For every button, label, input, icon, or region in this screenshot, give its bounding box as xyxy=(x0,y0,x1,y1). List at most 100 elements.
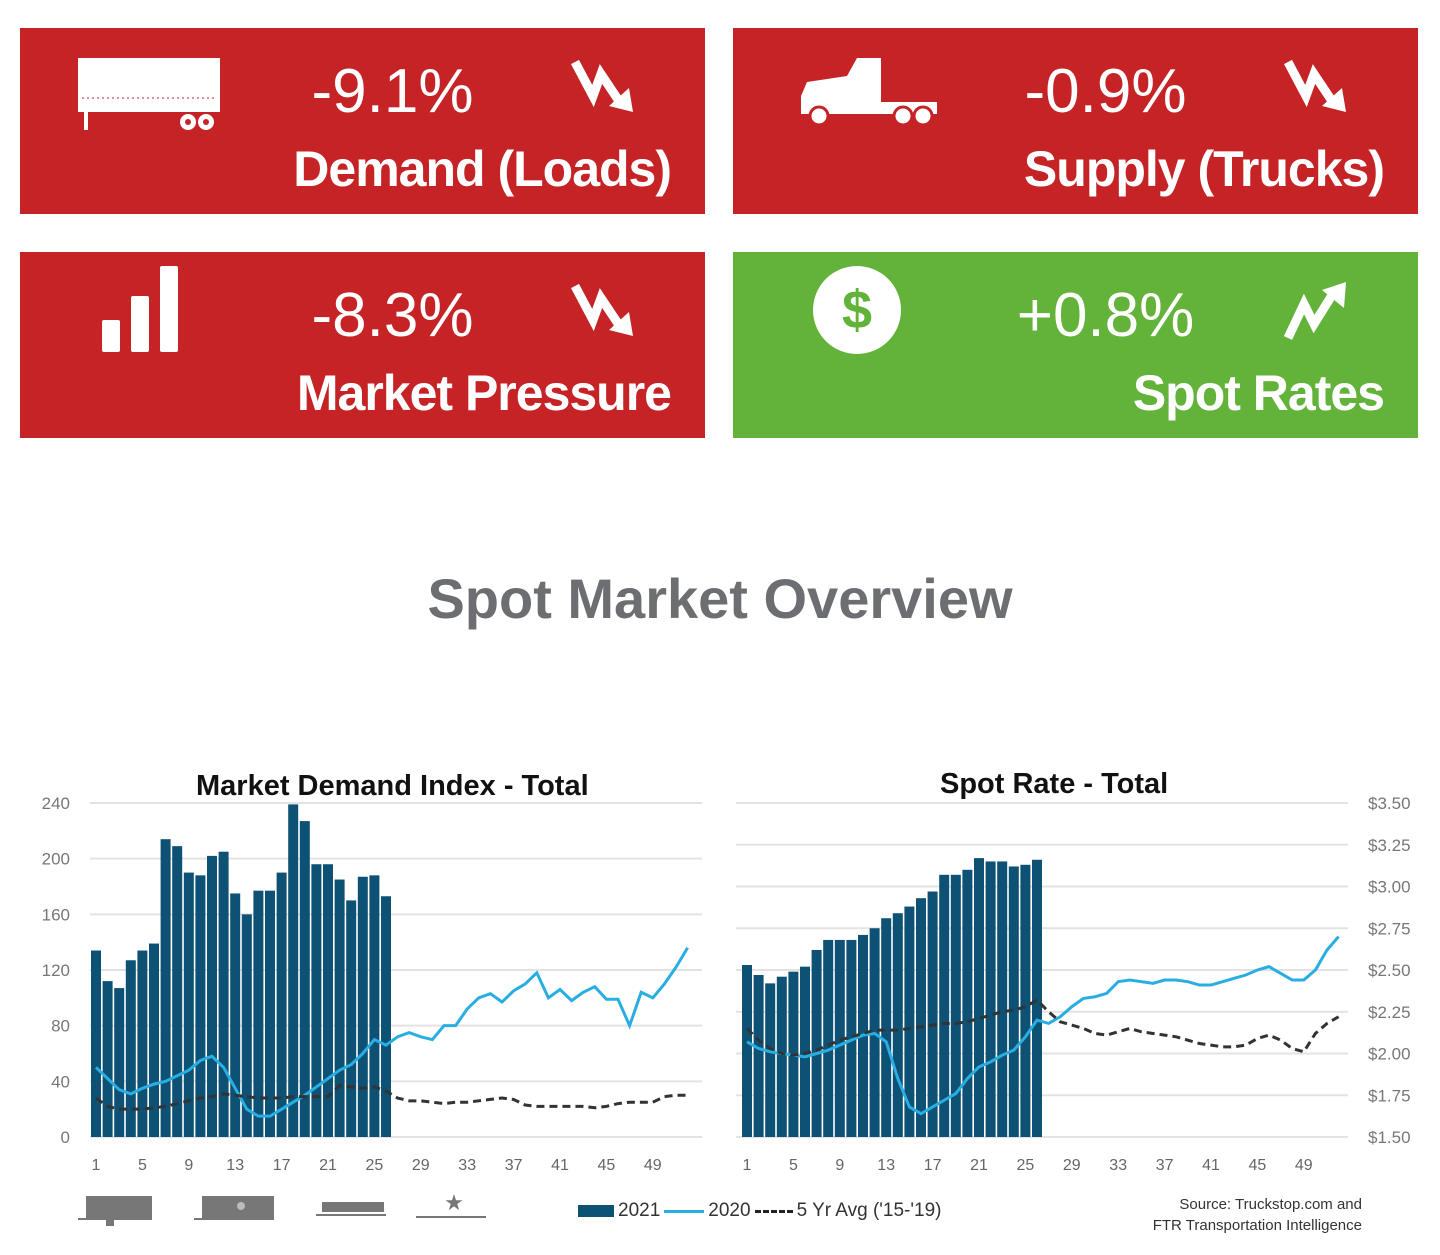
bar-2021 xyxy=(753,975,764,1137)
line-2020 xyxy=(746,935,1340,1116)
y-tick-label: 80 xyxy=(51,1017,70,1036)
bar-2021 xyxy=(346,900,357,1137)
bar-2021 xyxy=(939,874,950,1137)
bar-2021 xyxy=(253,890,264,1137)
y-tick-label: $1.50 xyxy=(1368,1128,1411,1147)
bar-2021 xyxy=(858,934,868,1137)
source-line-1: Source: Truckstop.com and xyxy=(1179,1196,1362,1213)
trend-down-icon xyxy=(571,283,633,336)
market-pressure-card: -8.3% Market Pressure xyxy=(20,252,705,438)
chart-title-demand: Market Demand Index - Total xyxy=(196,770,589,802)
bar-2021 xyxy=(846,939,857,1137)
y-tick-label: $2.50 xyxy=(1368,961,1411,980)
bar-2021 xyxy=(91,950,101,1137)
bar-2021 xyxy=(207,855,217,1137)
flatbed-trailer-icon xyxy=(78,58,220,130)
bar-2021 xyxy=(299,821,310,1137)
line-5yr-avg xyxy=(95,1083,688,1111)
svg-text:$: $ xyxy=(842,280,872,340)
legend-swatch-5yr xyxy=(754,1209,793,1213)
trend-down-icon xyxy=(1284,59,1346,112)
y-tick-label: $2.75 xyxy=(1368,919,1411,938)
bar-2021 xyxy=(834,939,845,1137)
legend-label-2020: 2020 xyxy=(708,1200,751,1221)
supply-value: -0.9% xyxy=(1024,57,1187,126)
semi-truck-icon xyxy=(801,58,937,127)
y-tick-label: $2.00 xyxy=(1368,1045,1411,1064)
bar-2021 xyxy=(950,874,961,1137)
bar-2021 xyxy=(788,971,799,1137)
demand-label: Demand (Loads) xyxy=(293,141,672,197)
x-tick-label: 45 xyxy=(598,1157,616,1174)
flatbed-icon xyxy=(316,1202,386,1216)
bar-2021 xyxy=(357,876,368,1137)
bar-2021 xyxy=(800,966,810,1137)
bar-2021 xyxy=(334,879,345,1137)
bar-2021 xyxy=(172,846,183,1137)
bar-2021 xyxy=(265,890,275,1137)
market-pressure-label: Market Pressure xyxy=(296,365,672,421)
x-tick-label: 41 xyxy=(551,1157,569,1174)
bar-2021 xyxy=(927,891,938,1137)
x-tick-label: 21 xyxy=(319,1157,337,1174)
bar-2021 xyxy=(311,864,322,1137)
supply-label: Supply (Trucks) xyxy=(1023,141,1385,197)
bar-2021 xyxy=(125,960,136,1137)
bar-2021 xyxy=(962,869,973,1137)
bar-chart-icon xyxy=(102,266,178,352)
bar-2021 xyxy=(869,928,880,1137)
x-tick-label: 1 xyxy=(92,1157,101,1174)
y-tick-label: $3.25 xyxy=(1368,836,1411,855)
y-tick-label: 0 xyxy=(61,1128,70,1147)
bar-2021 xyxy=(811,949,822,1137)
y-tick-label: 240 xyxy=(42,794,70,813)
y-tick-label: 160 xyxy=(42,905,70,924)
bar-2021 xyxy=(114,988,125,1137)
y-tick-label: $2.25 xyxy=(1368,1003,1411,1022)
x-tick-label: 41 xyxy=(1202,1157,1220,1174)
page-title: Spot Market Overview xyxy=(427,567,1013,630)
y-tick-label: $3.00 xyxy=(1368,878,1411,897)
y-tick-label: $3.50 xyxy=(1368,794,1411,813)
bar-2021 xyxy=(288,804,299,1137)
bar-2021 xyxy=(160,839,171,1137)
dollar-icon: $ xyxy=(813,266,901,354)
trend-up-icon xyxy=(1284,282,1346,340)
bar-2021 xyxy=(776,976,787,1137)
x-tick-label: 29 xyxy=(1063,1157,1081,1174)
x-tick-label: 37 xyxy=(1156,1157,1174,1174)
x-tick-label: 13 xyxy=(877,1157,895,1174)
bar-2021 xyxy=(997,861,1008,1137)
supply-card: -0.9% Supply (Trucks) xyxy=(733,28,1418,214)
x-tick-label: 33 xyxy=(458,1157,476,1174)
source-line-2: FTR Transportation Intelligence xyxy=(1152,1217,1362,1234)
x-tick-label: 25 xyxy=(366,1157,384,1174)
x-tick-label: 5 xyxy=(789,1157,798,1174)
x-tick-label: 21 xyxy=(970,1157,988,1174)
market-pressure-value: -8.3% xyxy=(311,281,474,350)
bar-2021 xyxy=(276,872,287,1137)
bar-2021 xyxy=(1020,864,1031,1137)
bar-2021 xyxy=(916,898,926,1137)
bar-2021 xyxy=(183,872,194,1137)
x-tick-label: 49 xyxy=(1295,1157,1313,1174)
y-tick-label: 40 xyxy=(51,1072,70,1091)
x-tick-label: 13 xyxy=(226,1157,244,1174)
legend-label-2021: 2021 xyxy=(618,1200,661,1221)
bar-2021 xyxy=(137,950,148,1137)
x-tick-label: 1 xyxy=(743,1157,752,1174)
bar-2021 xyxy=(149,943,159,1137)
bar-2021 xyxy=(765,983,776,1137)
bar-2021 xyxy=(1032,859,1042,1137)
source-note: Source: Truckstop.com and FTR Transporta… xyxy=(1153,1194,1362,1236)
line-5yr-avg xyxy=(745,998,1340,1057)
bar-2021 xyxy=(985,861,996,1137)
bar-2021 xyxy=(881,918,892,1137)
x-tick-label: 9 xyxy=(184,1157,193,1174)
bar-2021 xyxy=(218,851,229,1137)
x-tick-label: 17 xyxy=(273,1157,291,1174)
y-tick-label: 200 xyxy=(42,850,70,869)
chart-legend: 2021 2020 5 Yr Avg ('15-'19) xyxy=(578,1200,941,1222)
x-tick-label: 37 xyxy=(505,1157,523,1174)
demand-card: -9.1% Demand (Loads) xyxy=(20,28,705,214)
